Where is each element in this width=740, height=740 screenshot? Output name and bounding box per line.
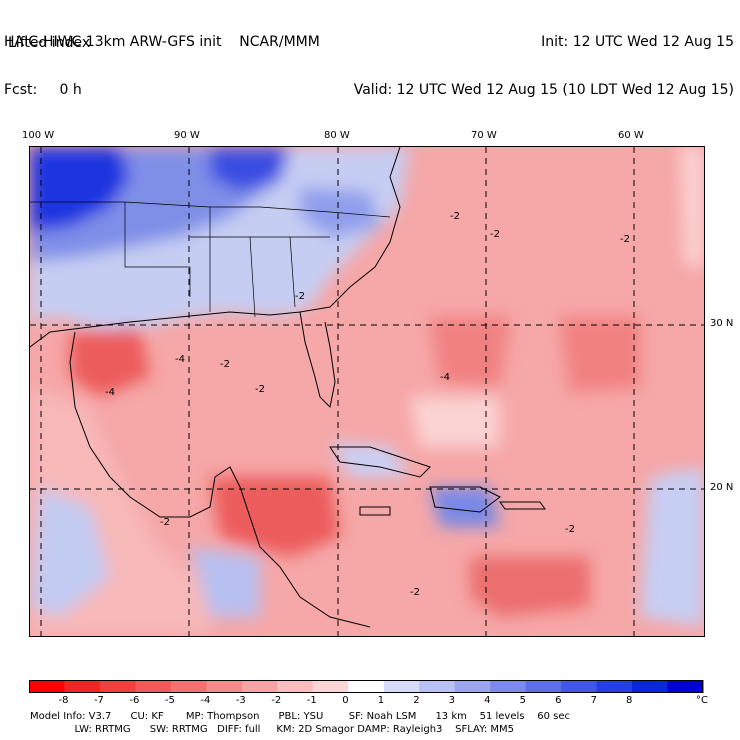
graticule xyxy=(30,147,704,636)
colorbar-swatch xyxy=(170,680,207,693)
colorbar-swatch xyxy=(632,680,669,693)
colorbar-swatch xyxy=(348,680,385,693)
colorbar-swatch xyxy=(561,680,598,693)
contour-label: -4 xyxy=(440,372,450,383)
colorbar-swatch xyxy=(312,680,349,693)
lifted-index-map: -2 -2 -2 -2 -2 -4 -4 -4 -2 -2 -2 -2 xyxy=(29,146,705,637)
colorbar-swatch xyxy=(383,680,420,693)
colorbar-tick-label: 5 xyxy=(519,695,526,706)
contour-label: -2 xyxy=(255,384,265,395)
colorbar-tick-label: -1 xyxy=(306,695,317,706)
lon-label-90w: 90 W xyxy=(174,130,200,141)
colorbar-tick-label: 4 xyxy=(484,695,491,706)
contour-label: -2 xyxy=(565,524,575,535)
valid-time: Valid: 12 UTC Wed 12 Aug 15 (10 LDT Wed … xyxy=(353,82,734,98)
colorbar-swatch xyxy=(667,680,704,693)
colorbar-tick-label: -8 xyxy=(58,695,69,706)
colorbar-swatch xyxy=(99,680,136,693)
colorbar-tick-label: -3 xyxy=(235,695,246,706)
coastlines xyxy=(30,147,546,628)
model-title: HAIC-HIWC 13km ARW-GFS init NCAR/MMM xyxy=(4,34,320,50)
colorbar-tick-label: -6 xyxy=(129,695,140,706)
colorbar-tick-label: 6 xyxy=(555,695,562,706)
colorbar-tick-label: -5 xyxy=(164,695,175,706)
colorbar-swatch xyxy=(206,680,243,693)
header-right: Init: 12 UTC Wed 12 Aug 15 Valid: 12 UTC… xyxy=(354,2,734,114)
colorbar-tick-label: 1 xyxy=(377,695,385,706)
forecast-hour: Fcst: 0 h xyxy=(4,82,82,98)
colorbar-tick-label: 2 xyxy=(413,695,420,706)
colorbar-border xyxy=(29,680,703,693)
colorbar-tick-label: 8 xyxy=(626,695,633,706)
contour-label: -4 xyxy=(105,387,115,398)
contour-label: -2 xyxy=(160,517,170,528)
contour-label: -2 xyxy=(490,229,500,240)
field-name: Lifted index xyxy=(8,35,91,51)
contour-label: -2 xyxy=(295,291,305,302)
lon-label-100w: 100 W xyxy=(22,130,55,141)
colorbar-swatch xyxy=(490,680,527,693)
colorbar-tick-label: -4 xyxy=(200,695,211,706)
map-canvas: -2 -2 -2 -2 -2 -4 -4 -4 -2 -2 -2 -2 xyxy=(30,147,704,636)
colorbar-tick-label: 3 xyxy=(448,695,456,706)
colorbar-tick-label: -2 xyxy=(271,695,282,706)
lat-label-20n: 20 N xyxy=(710,482,734,493)
model-info-line2: LW: RRTMG SW: RRTMG DIFF: full KM: 2D Sm… xyxy=(30,724,515,735)
lon-label-80w: 80 W xyxy=(324,130,350,141)
colorbar-swatch xyxy=(241,680,278,693)
contour-label: -2 xyxy=(450,211,460,222)
header-left: HAIC-HIWC 13km ARW-GFS init NCAR/MMM Fcs… xyxy=(4,2,320,114)
colorbar-tick-label: 7 xyxy=(590,695,597,706)
colorbar-tick-label: 0 xyxy=(342,695,349,706)
init-time: Init: 12 UTC Wed 12 Aug 15 xyxy=(541,34,734,50)
contour-label: -2 xyxy=(410,587,420,598)
contour-label: -2 xyxy=(620,234,630,245)
colorbar-tick-label: -7 xyxy=(93,695,104,706)
contour-label: -2 xyxy=(220,359,230,370)
lon-label-70w: 70 W xyxy=(471,130,497,141)
state-borders xyxy=(30,201,391,318)
model-info-line1: Model Info: V3.7 CU: KF MP: Thompson PBL… xyxy=(30,711,570,722)
lon-label-60w: 60 W xyxy=(618,130,644,141)
colorbar-swatch xyxy=(277,680,314,693)
colorbar-unit: °C xyxy=(696,695,708,706)
colorbar-swatch xyxy=(135,680,172,693)
contour-labels: -2 -2 -2 -2 -2 -4 -4 -4 -2 -2 -2 -2 xyxy=(105,211,630,598)
colorbar-swatch xyxy=(64,680,101,693)
shaded-field xyxy=(30,147,704,636)
colorbar-swatch xyxy=(29,680,65,693)
colorbar-swatch xyxy=(419,680,456,693)
colorbar xyxy=(29,680,704,693)
colorbar-swatch xyxy=(525,680,562,693)
contour-label: -4 xyxy=(175,354,185,365)
lat-label-30n: 30 N xyxy=(710,318,734,329)
colorbar-swatch xyxy=(454,680,491,693)
colorbar-swatch xyxy=(596,680,633,693)
